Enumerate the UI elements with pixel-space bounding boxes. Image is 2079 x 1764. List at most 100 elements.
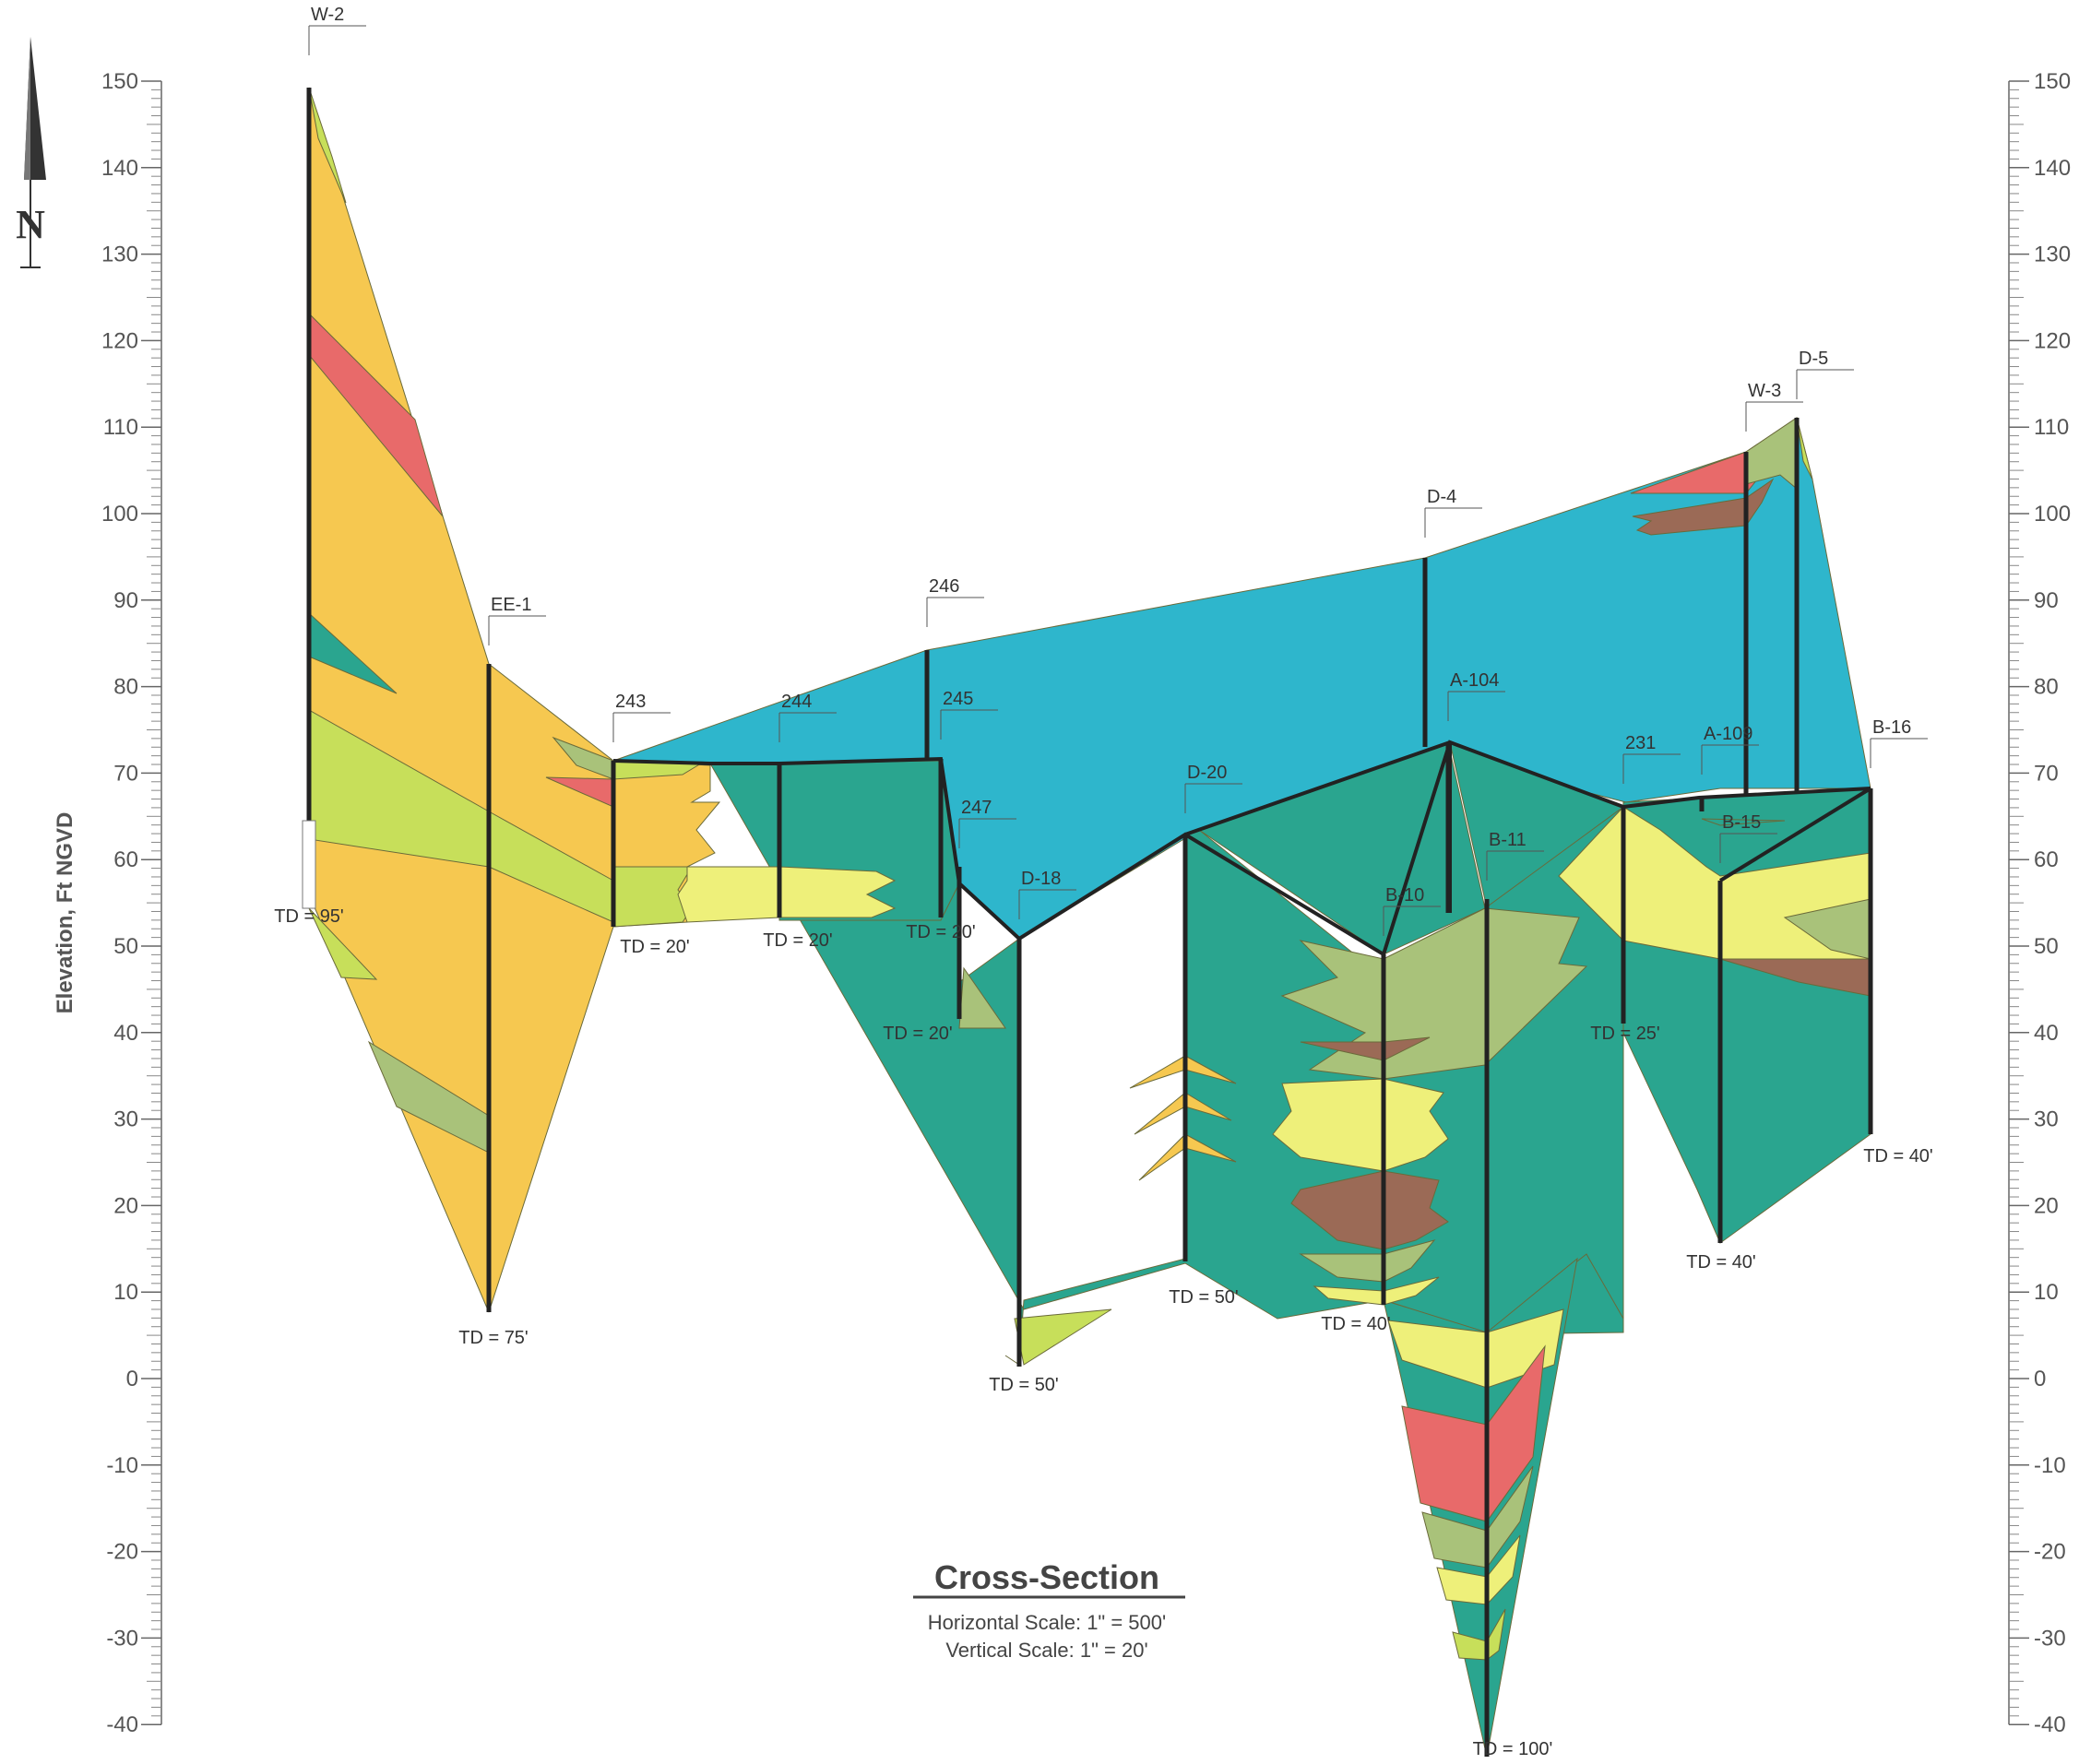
north-label: N xyxy=(16,202,45,247)
well-label-231: 231 xyxy=(1622,733,1681,784)
well-name: B-16 xyxy=(1872,717,1911,738)
well-label-W-3: W-3 xyxy=(1745,381,1803,432)
tick-label: -30 xyxy=(2034,1626,2066,1651)
well-sticks xyxy=(302,88,1873,1757)
geologic-units xyxy=(308,87,1871,1758)
td-label: TD = 40' xyxy=(1863,1146,1933,1166)
well-name: D-18 xyxy=(1021,869,1061,889)
well-name: 244 xyxy=(781,692,812,712)
tick-label: 40 xyxy=(2034,1021,2059,1046)
well-label-B-16: B-16 xyxy=(1870,717,1928,768)
well-label-A-109: A-109 xyxy=(1701,724,1759,775)
right-elevation-axis: 1501401301201101009080706050403020100-10… xyxy=(2008,69,2071,1737)
tick-label: 60 xyxy=(2034,847,2059,872)
well-label-B-10: B-10 xyxy=(1383,885,1441,936)
well-name: 247 xyxy=(961,798,992,818)
tick-label: -40 xyxy=(106,1712,138,1737)
tick-label: 110 xyxy=(103,415,138,440)
td-label: TD = 20' xyxy=(620,937,690,957)
tick-label: 90 xyxy=(113,588,138,613)
td-label: TD = 75' xyxy=(458,1328,529,1348)
tick-label: 70 xyxy=(2034,761,2059,786)
tick-label: 0 xyxy=(126,1367,138,1391)
tick-label: 70 xyxy=(113,761,138,786)
well-label-245: 245 xyxy=(940,689,998,740)
tick-label: 130 xyxy=(2034,243,2071,267)
well-name: 246 xyxy=(929,576,959,597)
tick-label: 20 xyxy=(113,1193,138,1218)
well-name: A-109 xyxy=(1704,724,1752,744)
tick-label: -20 xyxy=(2034,1540,2066,1565)
well-label-D-4: D-4 xyxy=(1424,487,1482,538)
tick-label: 30 xyxy=(2034,1107,2059,1132)
well-label-EE-1: EE-1 xyxy=(488,595,546,645)
tick-label: 120 xyxy=(101,328,138,353)
tick-label: 50 xyxy=(113,934,138,959)
td-label: TD = 20' xyxy=(883,1024,953,1044)
tick-label: -10 xyxy=(2034,1453,2066,1478)
well-name: D-20 xyxy=(1187,763,1227,783)
tick-label: 100 xyxy=(101,502,138,527)
tick-label: 80 xyxy=(2034,675,2059,700)
well-label-247: 247 xyxy=(958,798,1016,848)
tick-label: 0 xyxy=(2034,1367,2046,1391)
axis-title: Elevation, Ft NGVD xyxy=(53,812,77,1014)
well-label-243: 243 xyxy=(612,692,671,742)
well-name: 243 xyxy=(615,692,646,712)
well-name: B-15 xyxy=(1722,812,1761,833)
tick-label: 80 xyxy=(113,675,138,700)
well-name: D-4 xyxy=(1427,487,1456,507)
td-label: TD = 40' xyxy=(1321,1314,1391,1334)
tick-label: 140 xyxy=(101,156,138,181)
north-arrow-icon: N xyxy=(16,37,46,268)
tick-label: -10 xyxy=(106,1453,138,1478)
tick-label: -20 xyxy=(106,1540,138,1565)
well-name: A-104 xyxy=(1450,670,1499,691)
well-name: D-5 xyxy=(1799,349,1828,369)
td-label: TD = 95' xyxy=(274,906,344,927)
vertical-scale: Vertical Scale: 1" = 20' xyxy=(945,1639,1147,1662)
well-name: EE-1 xyxy=(491,595,531,615)
tick-label: 90 xyxy=(2034,588,2059,613)
well-name: B-11 xyxy=(1489,830,1527,850)
tick-label: 50 xyxy=(2034,934,2059,959)
well-name: 245 xyxy=(943,689,973,709)
well-label-D-5: D-5 xyxy=(1796,349,1854,399)
tick-label: 150 xyxy=(101,69,138,94)
well-label-244: 244 xyxy=(778,692,837,742)
well-name: B-10 xyxy=(1385,885,1424,906)
tick-label: 60 xyxy=(113,847,138,872)
well-label-A-104: A-104 xyxy=(1447,670,1505,721)
well-label-246: 246 xyxy=(926,576,984,627)
tick-label: 100 xyxy=(2034,502,2071,527)
well-label-B-15: B-15 xyxy=(1719,812,1777,863)
tick-label: 20 xyxy=(2034,1193,2059,1218)
well-label-W-2: W-2 xyxy=(308,5,366,55)
td-label: TD = 20' xyxy=(906,922,976,942)
tick-label: 140 xyxy=(2034,156,2071,181)
td-label: TD = 25' xyxy=(1590,1024,1660,1044)
tick-label: 120 xyxy=(2034,328,2071,353)
td-label: TD = 50' xyxy=(989,1375,1059,1395)
tick-label: 10 xyxy=(113,1280,138,1305)
tick-label: 110 xyxy=(2034,415,2069,440)
title-main: Cross-Section xyxy=(934,1558,1159,1596)
td-labels: TD = 95' TD = 75' TD = 20' TD = 20' TD = 20'… xyxy=(274,906,1933,1759)
horizontal-scale: Horizontal Scale: 1" = 500' xyxy=(928,1611,1166,1634)
well-labels: W-2 EE-1 243 244 246 245 247 D-18 D-20 D-4 A-104 B-… xyxy=(308,5,1928,936)
tick-label: 30 xyxy=(113,1107,138,1132)
well-label-B-11: B-11 xyxy=(1486,830,1544,881)
left-elevation-axis: 1501401301201101009080706050403020100-10… xyxy=(101,69,162,1737)
title-block: Cross-Section Horizontal Scale: 1" = 500… xyxy=(913,1558,1185,1662)
td-label: TD = 20' xyxy=(763,930,833,951)
tick-label: 40 xyxy=(113,1021,138,1046)
tick-label: 150 xyxy=(2034,69,2071,94)
tick-label: 10 xyxy=(2034,1280,2059,1305)
well-name: W-2 xyxy=(311,5,344,25)
tick-label: -40 xyxy=(2034,1712,2066,1737)
td-label: TD = 40' xyxy=(1686,1252,1756,1273)
tick-label: -30 xyxy=(106,1626,138,1651)
td-label: TD = 50' xyxy=(1169,1287,1239,1308)
tick-label: 130 xyxy=(101,243,138,267)
